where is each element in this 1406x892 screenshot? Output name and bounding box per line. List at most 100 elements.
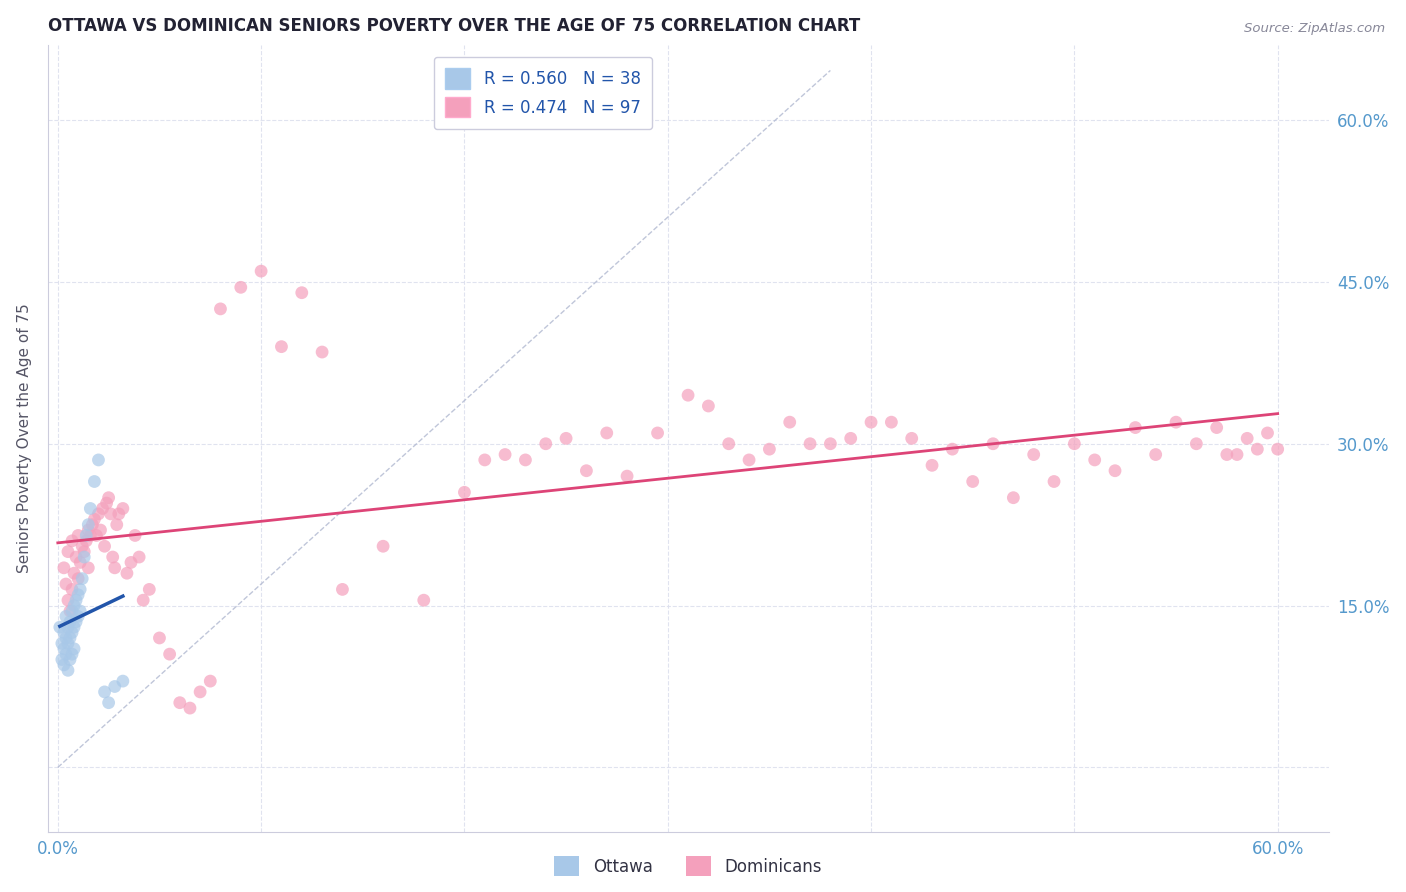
Ottawa (111, 674, 134, 689)
Dominicans (717, 436, 740, 450)
Dominicans (96, 496, 118, 510)
Ottawa (104, 680, 127, 694)
Dominicans (1164, 415, 1187, 429)
Ottawa (52, 657, 75, 672)
Dominicans (77, 523, 100, 537)
Ottawa (60, 604, 83, 618)
Dominicans (1205, 420, 1227, 434)
Dominicans (647, 425, 669, 440)
Dominicans (89, 523, 111, 537)
Dominicans (1002, 491, 1025, 505)
Dominicans (229, 280, 252, 294)
Ottawa (51, 636, 73, 650)
Ottawa (93, 685, 115, 699)
Dominicans (1144, 448, 1167, 462)
Dominicans (97, 491, 120, 505)
Text: OTTAWA VS DOMINICAN SENIORS POVERTY OVER THE AGE OF 75 CORRELATION CHART: OTTAWA VS DOMINICAN SENIORS POVERTY OVER… (48, 17, 860, 35)
Ottawa (52, 625, 75, 640)
Dominicans (63, 566, 86, 581)
Dominicans (56, 544, 79, 558)
Dominicans (962, 475, 984, 489)
Dominicans (52, 561, 75, 575)
Dominicans (159, 647, 181, 661)
Ottawa (75, 528, 97, 542)
Ottawa (55, 647, 77, 661)
Ottawa (70, 572, 93, 586)
Dominicans (534, 436, 557, 450)
Dominicans (1022, 448, 1045, 462)
Ottawa (56, 620, 79, 634)
Dominicans (1185, 436, 1208, 450)
Dominicans (82, 517, 104, 532)
Ottawa (69, 604, 91, 618)
Dominicans (128, 549, 150, 564)
Dominicans (1084, 453, 1107, 467)
Ottawa (87, 453, 110, 467)
Dominicans (1246, 442, 1268, 457)
Dominicans (69, 556, 91, 570)
Ottawa (63, 599, 86, 613)
Dominicans (1216, 448, 1239, 462)
Dominicans (981, 436, 1004, 450)
Dominicans (132, 593, 155, 607)
Dominicans (676, 388, 699, 402)
Dominicans (100, 507, 122, 521)
Dominicans (111, 501, 134, 516)
Dominicans (1063, 436, 1085, 450)
Ottawa (60, 625, 83, 640)
Dominicans (138, 582, 160, 597)
Dominicans (55, 577, 77, 591)
Legend: Ottawa, Dominicans: Ottawa, Dominicans (548, 849, 828, 883)
Dominicans (332, 582, 354, 597)
Dominicans (77, 561, 100, 575)
Dominicans (200, 674, 222, 689)
Ottawa (73, 549, 96, 564)
Dominicans (1226, 448, 1249, 462)
Dominicans (270, 340, 292, 354)
Dominicans (105, 517, 128, 532)
Dominicans (575, 464, 598, 478)
Ottawa (65, 615, 87, 629)
Ottawa (63, 620, 86, 634)
Y-axis label: Seniors Poverty Over the Age of 75: Seniors Poverty Over the Age of 75 (17, 303, 32, 574)
Dominicans (75, 533, 97, 548)
Dominicans (820, 436, 842, 450)
Ottawa (59, 652, 82, 666)
Text: Source: ZipAtlas.com: Source: ZipAtlas.com (1244, 22, 1385, 36)
Dominicans (311, 345, 333, 359)
Ottawa (67, 609, 90, 624)
Dominicans (148, 631, 170, 645)
Dominicans (250, 264, 273, 278)
Dominicans (921, 458, 943, 473)
Dominicans (1256, 425, 1278, 440)
Dominicans (209, 301, 232, 316)
Dominicans (124, 528, 146, 542)
Dominicans (60, 533, 83, 548)
Ottawa (79, 501, 101, 516)
Ottawa (59, 615, 82, 629)
Dominicans (494, 448, 516, 462)
Dominicans (179, 701, 201, 715)
Dominicans (453, 485, 475, 500)
Ottawa (63, 641, 86, 656)
Ottawa (51, 652, 73, 666)
Dominicans (839, 431, 862, 445)
Dominicans (900, 431, 922, 445)
Dominicans (59, 604, 82, 618)
Ottawa (56, 663, 79, 677)
Dominicans (86, 528, 108, 542)
Dominicans (758, 442, 780, 457)
Dominicans (412, 593, 434, 607)
Dominicans (555, 431, 578, 445)
Ottawa (59, 631, 82, 645)
Dominicans (169, 696, 191, 710)
Ottawa (60, 647, 83, 661)
Dominicans (291, 285, 314, 300)
Dominicans (87, 507, 110, 521)
Dominicans (1043, 475, 1066, 489)
Dominicans (596, 425, 619, 440)
Ottawa (83, 475, 105, 489)
Dominicans (93, 539, 115, 553)
Dominicans (515, 453, 537, 467)
Dominicans (371, 539, 394, 553)
